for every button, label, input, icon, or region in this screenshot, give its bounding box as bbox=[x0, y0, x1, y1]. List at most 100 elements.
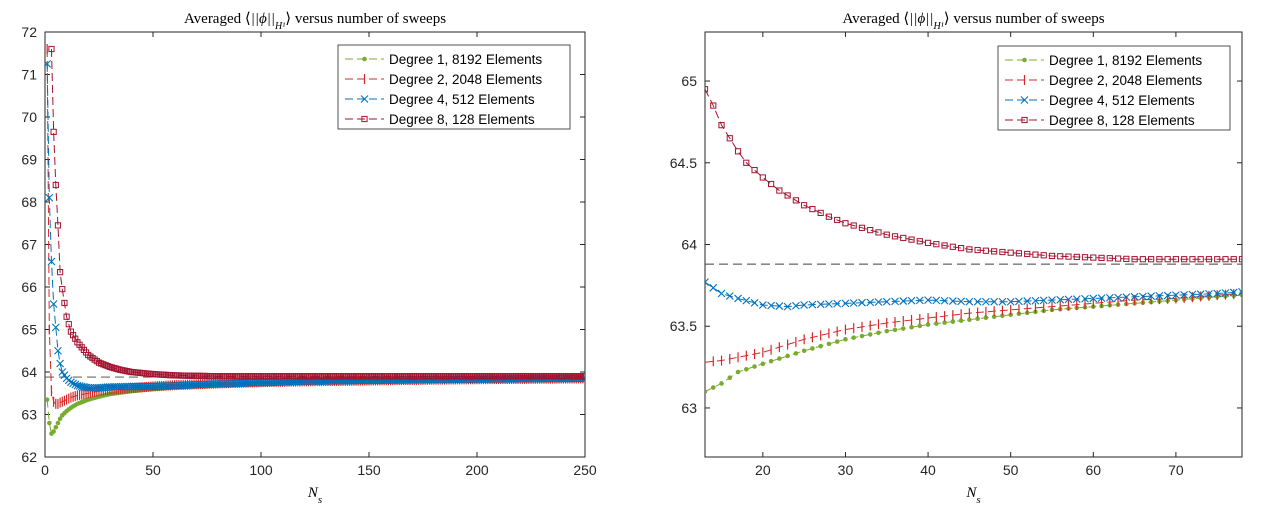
series-point bbox=[791, 301, 800, 310]
x-tick-label: 250 bbox=[573, 462, 597, 478]
series-point bbox=[999, 248, 1006, 256]
series-point bbox=[725, 292, 734, 300]
y-tick-label: 64 bbox=[681, 237, 697, 253]
series-point bbox=[793, 351, 799, 356]
series-point bbox=[974, 246, 981, 254]
series-point bbox=[47, 257, 56, 266]
x-tick-label: 150 bbox=[357, 462, 381, 478]
legend-marker bbox=[360, 95, 369, 103]
series-point bbox=[45, 193, 54, 202]
series-point bbox=[816, 300, 825, 309]
series-point bbox=[1148, 256, 1155, 263]
series-point bbox=[705, 86, 709, 93]
series-point bbox=[61, 299, 68, 307]
x-tick-label: 70 bbox=[1168, 462, 1184, 478]
series-point bbox=[1081, 254, 1089, 261]
series-point bbox=[751, 167, 758, 174]
series-point bbox=[57, 269, 64, 276]
legend: Degree 1, 8192 Elements Degree 2, 2048 El… bbox=[997, 45, 1231, 131]
series-point bbox=[1213, 289, 1222, 298]
series-point bbox=[1205, 256, 1213, 263]
series-point bbox=[51, 323, 60, 332]
series-point bbox=[1105, 293, 1114, 302]
legend-entry: Degree 8, 128 Elements bbox=[1049, 113, 1195, 128]
x-tick-label: 0 bbox=[41, 462, 49, 478]
series-point bbox=[69, 379, 77, 388]
legend-entry: Degree 2, 2048 Elements bbox=[389, 72, 542, 87]
series-point bbox=[933, 241, 940, 248]
series-point bbox=[750, 298, 759, 307]
series-point bbox=[1106, 255, 1113, 262]
series-point bbox=[908, 236, 915, 243]
series-point bbox=[810, 346, 815, 351]
series-point bbox=[1130, 292, 1139, 301]
series-point bbox=[1172, 291, 1180, 300]
series-point bbox=[882, 297, 891, 306]
series-point bbox=[1172, 256, 1180, 263]
series-point bbox=[1238, 288, 1242, 296]
series-point bbox=[45, 59, 52, 68]
series-point bbox=[1155, 291, 1164, 300]
y-tick-label: 63 bbox=[21, 407, 37, 423]
series-point bbox=[1122, 293, 1131, 302]
series-point bbox=[1048, 252, 1056, 260]
series-point bbox=[54, 222, 62, 229]
series-point bbox=[709, 283, 718, 292]
x-axis-label: Ns bbox=[307, 485, 322, 506]
series-point bbox=[1057, 253, 1064, 260]
x-tick-label: 50 bbox=[1003, 462, 1019, 478]
series-point bbox=[65, 321, 72, 328]
series-point bbox=[924, 239, 932, 246]
y-tick-label: 64.5 bbox=[670, 155, 697, 171]
series-point bbox=[744, 366, 749, 372]
series-point bbox=[949, 243, 956, 250]
series-point bbox=[1015, 250, 1023, 257]
legend-entry: Degree 1, 8192 Elements bbox=[389, 52, 542, 67]
series-point bbox=[1156, 256, 1163, 263]
series-point bbox=[71, 380, 80, 389]
series-point bbox=[777, 356, 782, 361]
series-point bbox=[767, 180, 775, 188]
series-point bbox=[767, 301, 775, 310]
legend-marker bbox=[1020, 96, 1029, 104]
series-point bbox=[1023, 297, 1032, 305]
series-point bbox=[1188, 290, 1197, 299]
series-point bbox=[1090, 254, 1097, 261]
series-point bbox=[884, 328, 890, 334]
series-point bbox=[900, 326, 906, 331]
series-point bbox=[48, 45, 55, 53]
series-point bbox=[915, 296, 924, 305]
y-tick-label: 68 bbox=[21, 194, 37, 210]
series-point bbox=[982, 297, 990, 306]
series-point bbox=[941, 242, 948, 249]
series-point bbox=[743, 159, 750, 166]
series-point bbox=[932, 296, 941, 305]
y-tick-label: 65 bbox=[681, 73, 697, 89]
plot-area bbox=[705, 86, 1242, 394]
series-point bbox=[1040, 252, 1047, 259]
series-point bbox=[1181, 256, 1188, 263]
series-point bbox=[850, 222, 857, 229]
series-point bbox=[1072, 295, 1081, 303]
legend-marker bbox=[1022, 57, 1027, 63]
series-point bbox=[718, 122, 725, 129]
series-point bbox=[826, 341, 832, 347]
y-tick-label: 66 bbox=[21, 279, 37, 295]
x-tick-label: 50 bbox=[145, 462, 161, 478]
series-point bbox=[710, 385, 716, 390]
series-point bbox=[1197, 256, 1204, 263]
series-point bbox=[1229, 288, 1238, 297]
series-point bbox=[958, 318, 964, 323]
x-tick-label: 40 bbox=[920, 462, 936, 478]
series-point bbox=[1032, 251, 1039, 258]
series-point bbox=[934, 321, 939, 326]
x-tick-label: 200 bbox=[465, 462, 489, 478]
series-point bbox=[726, 135, 733, 142]
x-tick-label: 20 bbox=[755, 462, 771, 478]
series-point bbox=[899, 297, 908, 305]
series-point bbox=[1048, 296, 1056, 304]
series-point bbox=[1123, 255, 1130, 262]
series-point bbox=[867, 227, 874, 234]
series-point bbox=[875, 229, 882, 236]
